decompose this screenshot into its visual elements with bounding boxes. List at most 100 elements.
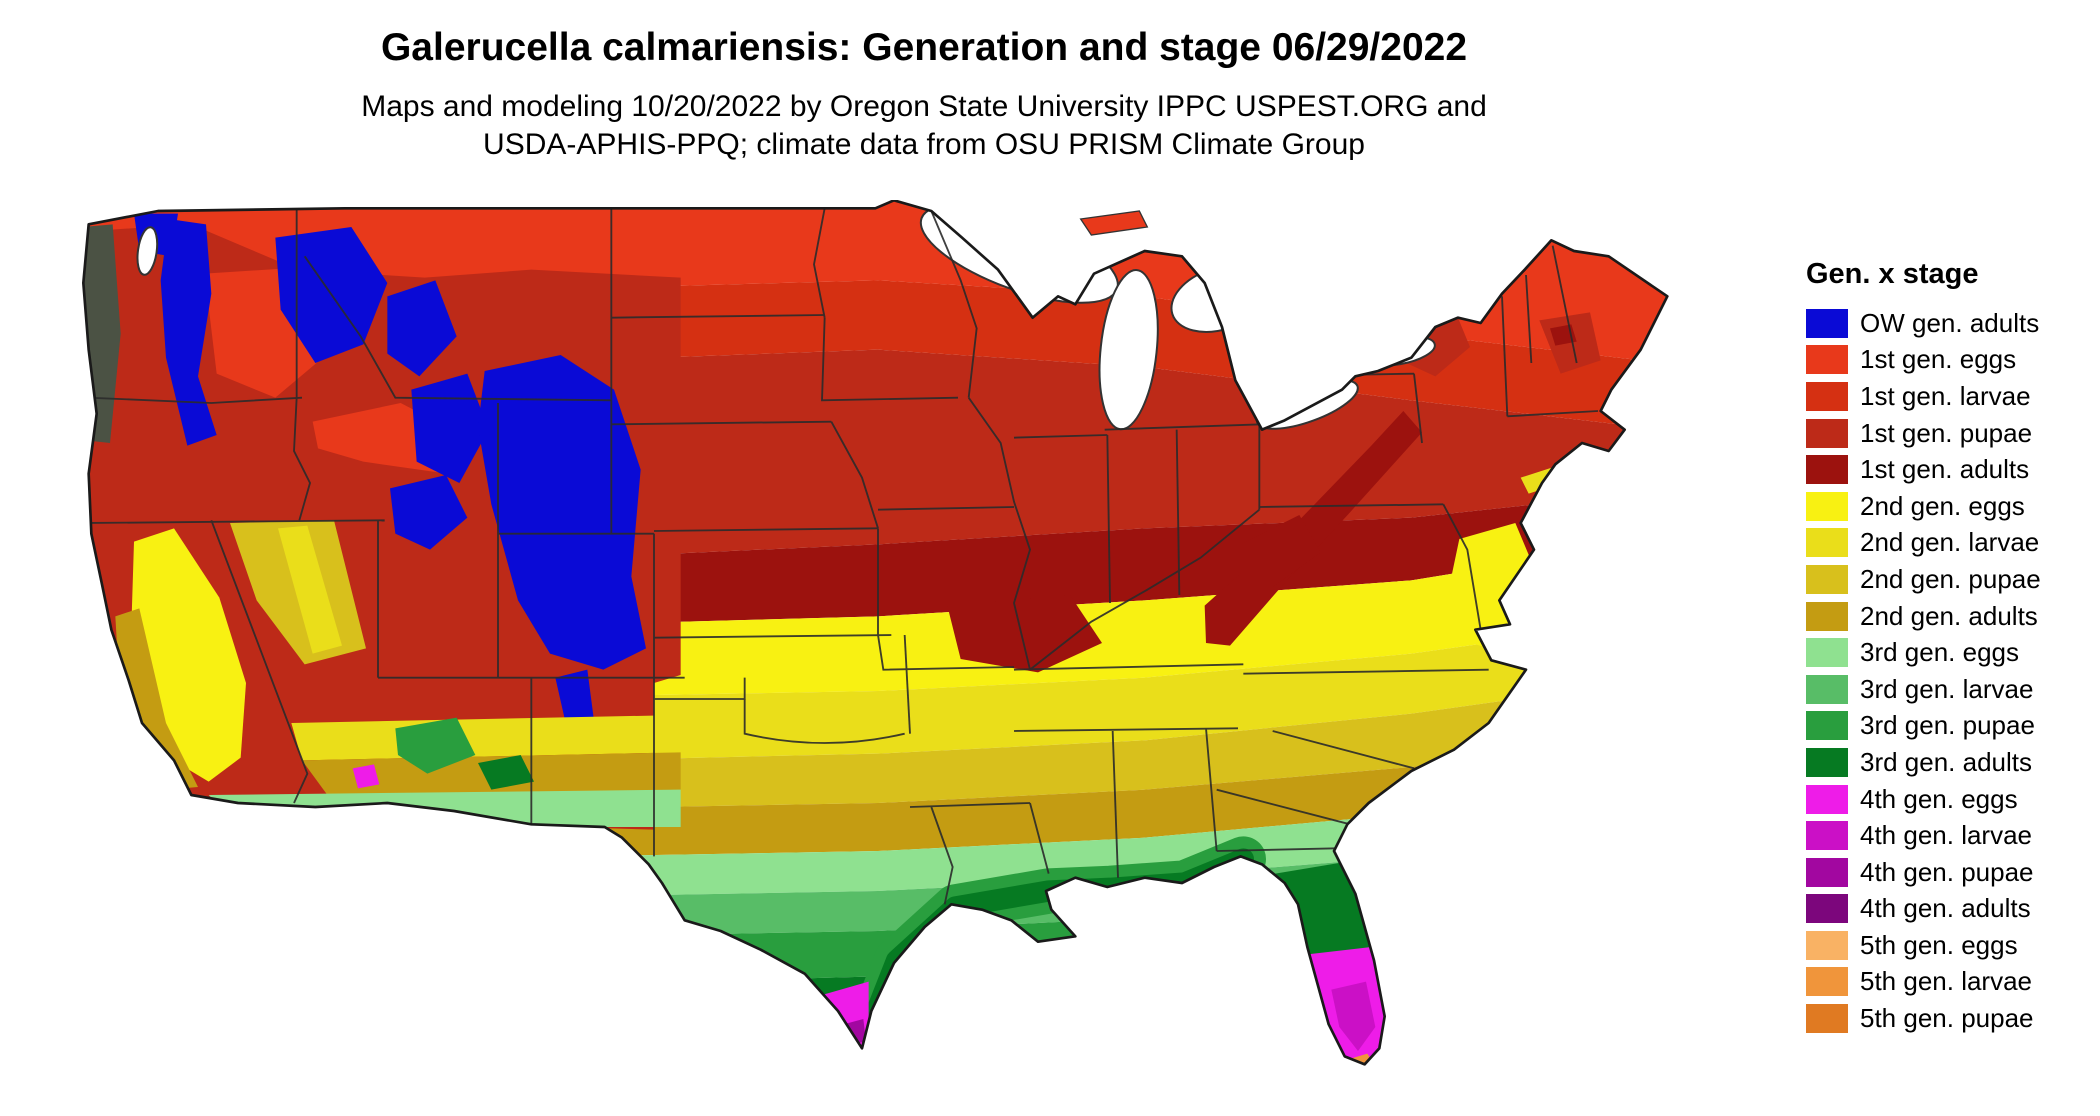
coastline: [82, 199, 1669, 1066]
legend-item-g2l: 2nd gen. larvae: [1806, 525, 2098, 562]
legend-label: 2nd gen. pupae: [1860, 563, 2041, 594]
state-border: [1216, 788, 1351, 826]
state-border: [830, 421, 879, 529]
legend-label: 4th gen. larvae: [1860, 820, 2033, 851]
state-border: [743, 699, 905, 744]
region-west-virginia: [1240, 515, 1321, 587]
legend-swatch-g4p: [1806, 857, 1848, 887]
puget-sound: [136, 226, 159, 276]
region-cascades: [160, 219, 217, 446]
legend-swatch-g4e: [1806, 784, 1848, 814]
state-borders-layer: [85, 208, 1599, 905]
state-border: [1507, 410, 1599, 418]
legend-item-ow: OW gen. adults: [1806, 305, 2098, 342]
legend-item-g2a: 2nd gen. adults: [1806, 598, 2098, 635]
region-wasatch: [390, 475, 468, 550]
legend-label: 1st gen. adults: [1860, 454, 2030, 485]
page-subtitle: Maps and modeling 10/20/2022 by Oregon S…: [0, 88, 1848, 163]
state-border: [877, 506, 1015, 511]
legend-swatch-g2l: [1806, 528, 1848, 558]
region-ca-coast: [115, 608, 198, 790]
state-border: [210, 520, 309, 804]
legend-swatch-g5l: [1806, 967, 1848, 997]
map-regions: [83, 200, 1668, 1065]
region-ozarks: [947, 595, 1102, 673]
subtitle-line-1: Maps and modeling 10/20/2022 by Oregon S…: [361, 90, 1487, 123]
state-border: [930, 210, 978, 398]
legend-item-g3p: 3rd gen. pupae: [1806, 708, 2098, 745]
legend-swatch-g2e: [1806, 491, 1848, 521]
legend: Gen. x stage OW gen. adults 1st gen. eggs…: [1806, 258, 2098, 1037]
region-yellowstone: [411, 373, 489, 483]
state-border: [1272, 730, 1415, 770]
legend-item-g1l: 1st gen. larvae: [1806, 378, 2098, 415]
legend-item-g5l: 5th gen. larvae: [1806, 964, 2098, 1001]
us-map-container: [78, 199, 1698, 1078]
state-border: [1259, 503, 1444, 508]
state-border: [1106, 434, 1111, 604]
state-border: [909, 802, 1031, 808]
legend-item-g1e: 1st gen. eggs: [1806, 342, 2098, 379]
state-border: [1013, 727, 1239, 732]
state-border: [903, 634, 911, 734]
state-border: [1442, 503, 1482, 630]
legend-label: 1st gen. larvae: [1860, 380, 2031, 411]
region-phoenix-hotspot: [352, 764, 380, 789]
region-az-mountains: [395, 717, 476, 774]
legend-swatch-g3e: [1806, 638, 1848, 668]
state-border: [1551, 245, 1578, 364]
legend-label: 5th gen. eggs: [1860, 929, 2018, 960]
legend-label: 3rd gen. eggs: [1860, 637, 2020, 668]
state-border: [653, 527, 879, 532]
legend-label: 3rd gen. larvae: [1860, 673, 2034, 704]
legend-swatch-g5p: [1806, 1004, 1848, 1034]
legend-item-g4e: 4th gen. eggs: [1806, 781, 2098, 818]
legend-title: Gen. x stage: [1806, 258, 1979, 290]
state-border: [611, 420, 832, 426]
region-colorado-rockies: [478, 355, 646, 670]
legend-swatch-g4l: [1806, 821, 1848, 851]
state-border: [967, 397, 1031, 670]
state-border: [611, 314, 825, 319]
state-border: [821, 317, 959, 402]
region-isle-royale: [1079, 210, 1149, 236]
state-border: [1205, 728, 1218, 852]
state-border: [877, 528, 1015, 671]
legend-item-g1p: 1st gen. pupae: [1806, 415, 2098, 452]
region-southwest-yellow: [291, 715, 681, 761]
legend-item-g2e: 2nd gen. eggs: [1806, 488, 2098, 525]
legend-item-g4p: 4th gen. pupae: [1806, 854, 2098, 891]
legend-label: 1st gen. pupae: [1860, 417, 2033, 448]
legend-swatch-g1a: [1806, 455, 1848, 485]
legend-swatch-g4a: [1806, 894, 1848, 924]
state-border: [1243, 668, 1489, 675]
legend-item-g2p: 2nd gen. pupae: [1806, 561, 2098, 598]
legend-swatch-g1p: [1806, 418, 1848, 448]
state-border: [1413, 373, 1423, 444]
legend-label: 2nd gen. adults: [1860, 600, 2038, 631]
state-border: [653, 634, 892, 639]
legend-swatch-g2a: [1806, 601, 1848, 631]
legend-label: 5th gen. pupae: [1860, 1003, 2034, 1034]
region-border-lightgreen: [208, 789, 681, 827]
legend-swatch-ow: [1806, 308, 1848, 338]
state-border: [1029, 802, 1050, 874]
state-border: [1501, 296, 1509, 417]
legend-item-g3a: 3rd gen. adults: [1806, 744, 2098, 781]
state-border: [813, 208, 826, 318]
legend-label: 2nd gen. larvae: [1860, 527, 2040, 558]
state-border: [1029, 508, 1260, 671]
region-florida-darkgreen: [1275, 861, 1372, 955]
legend-label: 4th gen. eggs: [1860, 783, 2018, 814]
legend-label: 4th gen. adults: [1860, 893, 2031, 924]
legend-swatch-g1e: [1806, 345, 1848, 375]
region-montana-rockies: [387, 280, 457, 377]
state-border: [1013, 434, 1108, 439]
regions-ow-adults: [134, 213, 646, 737]
legend-item-g1a: 1st gen. adults: [1806, 451, 2098, 488]
legend-swatch-g2p: [1806, 564, 1848, 594]
state-border: [1013, 663, 1244, 671]
legend-swatch-g3p: [1806, 711, 1848, 741]
region-appalachians: [1204, 411, 1422, 646]
